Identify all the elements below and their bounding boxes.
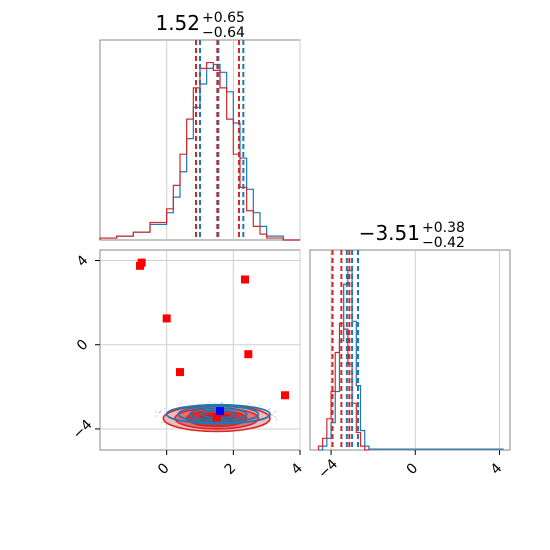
sample-dot xyxy=(155,411,158,414)
y-tick-labels: −4 0 4 xyxy=(70,252,100,443)
sample-dot xyxy=(163,407,166,410)
histogram-steps xyxy=(317,270,504,451)
x-tick-label: −4 xyxy=(315,456,341,482)
scatter-points xyxy=(136,258,289,422)
scatter-point xyxy=(162,314,171,323)
scatter-point xyxy=(176,368,184,377)
scatter-point xyxy=(244,350,253,359)
sample-dot xyxy=(259,405,262,407)
sample-dot xyxy=(208,401,211,404)
scatter-point xyxy=(241,275,249,284)
x-tick-label: 2 xyxy=(222,460,240,478)
title-value: 1.52 xyxy=(155,11,200,35)
panel-title: −3.51 +0.38 −0.42 xyxy=(359,220,465,251)
sample-dot xyxy=(275,418,278,421)
panel-frame xyxy=(309,249,511,451)
y-tick-label: −4 xyxy=(70,417,96,443)
sample-dot xyxy=(155,415,158,418)
sample-dot xyxy=(271,413,274,416)
histogram-series xyxy=(317,322,369,451)
sample-dot xyxy=(158,411,161,414)
joint-density-panel: 0 2 4 −4 0 4 xyxy=(70,249,306,478)
sample-dot xyxy=(161,421,163,424)
title-plus: +0.38 xyxy=(422,220,465,236)
histogram-steps xyxy=(99,61,300,241)
scatter-point xyxy=(281,391,289,400)
title-plus: +0.65 xyxy=(202,10,245,26)
quantile-lines xyxy=(331,250,359,450)
sample-dot xyxy=(220,401,223,404)
quantile-lines xyxy=(195,40,245,240)
sample-dot xyxy=(269,408,272,410)
scatter-point xyxy=(137,258,146,267)
sample-dot xyxy=(262,425,265,428)
sample-dot xyxy=(248,402,251,405)
y-tick-label: 4 xyxy=(74,252,92,270)
title-value: −3.51 xyxy=(359,221,420,245)
blue-contour-level xyxy=(165,403,271,425)
sample-dot xyxy=(221,401,224,404)
marginal-histogram-param2-panel: −4 0 4 −3.51 +0.38 −0.42 xyxy=(309,220,511,482)
scatter-point xyxy=(216,407,224,416)
sample-dot xyxy=(274,410,276,413)
x-tick-label: 0 xyxy=(404,460,422,478)
blue-contour-level xyxy=(177,405,260,424)
x-tick-labels: 0 2 4 xyxy=(155,450,306,478)
x-tick-label: 0 xyxy=(155,460,173,478)
histogram-series xyxy=(99,61,300,241)
panel-title: 1.52 +0.65 −0.64 xyxy=(155,10,245,41)
scatter-point xyxy=(212,413,221,422)
marginal-histogram-param1-panel: 1.52 +0.65 −0.64 xyxy=(99,10,301,241)
sample-dot xyxy=(179,402,182,405)
title-minus: −0.64 xyxy=(202,25,245,41)
x-tick-labels: −4 0 4 xyxy=(315,450,506,482)
x-tick-label: 4 xyxy=(288,460,306,478)
y-tick-label: 0 xyxy=(74,337,92,355)
title-minus: −0.42 xyxy=(422,235,465,251)
sample-dot xyxy=(159,410,162,413)
sample-dot xyxy=(274,415,276,418)
x-tick-label: 4 xyxy=(488,460,506,478)
